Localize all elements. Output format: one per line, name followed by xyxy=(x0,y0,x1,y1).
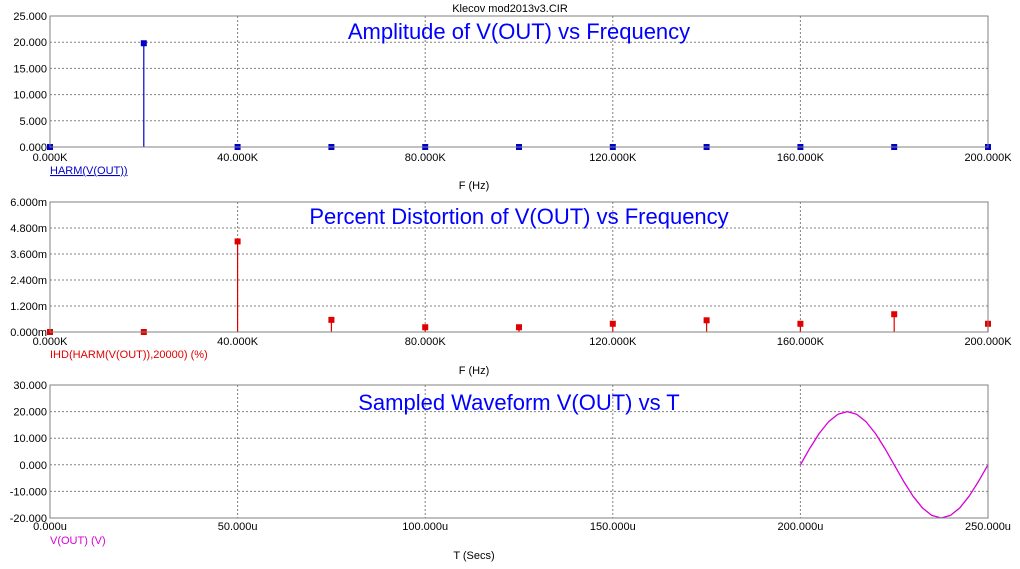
distortion-chart-ticks: 0.000m 1.200m 2.400m 3.600m 4.800m 6.000m 0.00… xyxy=(10,197,1012,348)
amplitude-chart-x-tick-label: 120.000K xyxy=(589,152,637,164)
amplitude-chart-grid xyxy=(50,16,988,147)
amplitude-chart-x-tick-label: 80.000K xyxy=(405,152,447,164)
distortion-chart-y-tick-label: 0.000m xyxy=(10,327,47,339)
waveform-chart-title: Sampled Waveform V(OUT) vs T xyxy=(358,390,680,415)
waveform-chart-x-tick-label: 50.000u xyxy=(218,521,258,533)
amplitude-chart-frame xyxy=(49,15,989,148)
waveform-chart-y-tick-label: 20.000 xyxy=(13,407,47,419)
amplitude-chart-data-point xyxy=(140,40,147,47)
amplitude-chart-marks xyxy=(47,40,991,150)
amplitude-chart-y-tick-label: 15.000 xyxy=(13,63,47,75)
distortion-chart-y-tick-label: 1.200m xyxy=(10,301,47,313)
distortion-chart-data-point xyxy=(328,316,335,323)
distortion-chart-data-point xyxy=(703,317,710,324)
distortion-chart-y-tick-label: 2.400m xyxy=(10,275,47,287)
waveform-chart: -20.000 -10.000 0.000 10.000 20.000 30.000 0.0… xyxy=(10,380,1011,562)
distortion-chart-data-point xyxy=(797,320,804,327)
distortion-chart-data-point xyxy=(891,311,898,318)
amplitude-chart-y-tick-label: 20.000 xyxy=(13,37,47,49)
distortion-chart-data-point xyxy=(234,238,241,245)
amplitude-chart-plot-frame xyxy=(49,15,989,148)
file-title: Klecov mod2013v3.CIR xyxy=(452,3,568,15)
amplitude-chart-y-tick-label: 5.000 xyxy=(19,116,47,128)
amplitude-chart-x-axis-label: F (Hz) xyxy=(459,180,490,192)
amplitude-chart-legend[interactable]: HARM(V(OUT)) xyxy=(50,165,128,177)
amplitude-chart: 0.000 5.000 10.000 15.000 20.000 25.000 0.000K… xyxy=(13,11,1012,192)
waveform-chart-x-tick-label: 250.000u xyxy=(965,521,1011,533)
distortion-chart-plot-frame xyxy=(49,201,989,333)
distortion-chart-x-tick-label: 120.000K xyxy=(589,336,637,348)
distortion-chart-title: Percent Distortion of V(OUT) vs Frequenc… xyxy=(309,204,728,229)
distortion-chart-y-tick-label: 6.000m xyxy=(10,197,47,209)
waveform-chart-x-tick-label: 150.000u xyxy=(590,521,636,533)
amplitude-chart-ticks: 0.000 5.000 10.000 15.000 20.000 25.000 0.000K… xyxy=(13,11,1012,164)
waveform-chart-y-tick-label: 10.000 xyxy=(13,433,47,445)
waveform-chart-series-line xyxy=(799,410,989,519)
waveform-chart-y-tick-label: -20.000 xyxy=(10,513,47,525)
waveform-chart-ticks: -20.000 -10.000 0.000 10.000 20.000 30.000 0.0… xyxy=(10,380,1011,533)
distortion-chart: 0.000m 1.200m 2.400m 3.600m 4.800m 6.000m 0.00… xyxy=(10,197,1012,377)
amplitude-chart-x-tick-label: 40.000K xyxy=(217,152,259,164)
distortion-chart-frame xyxy=(49,201,989,333)
amplitude-chart-x-tick-label: 200.000K xyxy=(964,152,1012,164)
distortion-chart-x-tick-label: 200.000K xyxy=(964,336,1012,348)
waveform-chart-y-tick-label: 0.000 xyxy=(19,460,47,472)
waveform-chart-x-axis-label: T (Secs) xyxy=(453,550,494,562)
distortion-chart-y-tick-label: 3.600m xyxy=(10,249,47,261)
distortion-chart-x-axis-label: F (Hz) xyxy=(459,365,490,377)
waveform-chart-legend[interactable]: V(OUT) (V) xyxy=(50,535,106,547)
distortion-chart-data-point xyxy=(516,324,522,331)
distortion-chart-data-point xyxy=(609,320,616,327)
waveform-chart-grid xyxy=(50,385,988,518)
amplitude-chart-y-tick-label: 10.000 xyxy=(13,90,47,102)
amplitude-chart-x-tick-label: 160.000K xyxy=(777,152,825,164)
waveform-chart-x-tick-label: 100.000u xyxy=(402,521,448,533)
distortion-chart-y-tick-label: 4.800m xyxy=(10,223,47,235)
waveform-chart-x-tick-label: 0.000u xyxy=(33,521,67,533)
amplitude-chart-y-tick-label: 25.000 xyxy=(13,11,47,23)
waveform-chart-x-tick-label: 200.000u xyxy=(777,521,823,533)
amplitude-chart-x-tick-label: 0.000K xyxy=(33,152,69,164)
waveform-chart-y-tick-label: 30.000 xyxy=(13,380,47,392)
distortion-chart-legend[interactable]: IHD(HARM(V(OUT)),20000) (%) xyxy=(50,349,208,361)
waveform-chart-y-tick-label: -10.000 xyxy=(10,486,47,498)
distortion-chart-marks xyxy=(47,238,991,335)
distortion-chart-x-tick-label: 0.000K xyxy=(33,336,69,348)
amplitude-chart-title: Amplitude of V(OUT) vs Frequency xyxy=(348,19,690,44)
waveform-chart-frame xyxy=(49,384,989,519)
distortion-chart-grid xyxy=(50,202,988,332)
distortion-chart-x-tick-label: 40.000K xyxy=(217,336,259,348)
distortion-chart-data-point xyxy=(422,324,429,331)
distortion-chart-x-tick-label: 80.000K xyxy=(405,336,447,348)
amplitude-chart-y-tick-label: 0.000 xyxy=(19,142,47,154)
waveform-chart-marks xyxy=(799,410,989,519)
waveform-chart-plot-frame xyxy=(49,384,989,519)
distortion-chart-x-tick-label: 160.000K xyxy=(777,336,825,348)
